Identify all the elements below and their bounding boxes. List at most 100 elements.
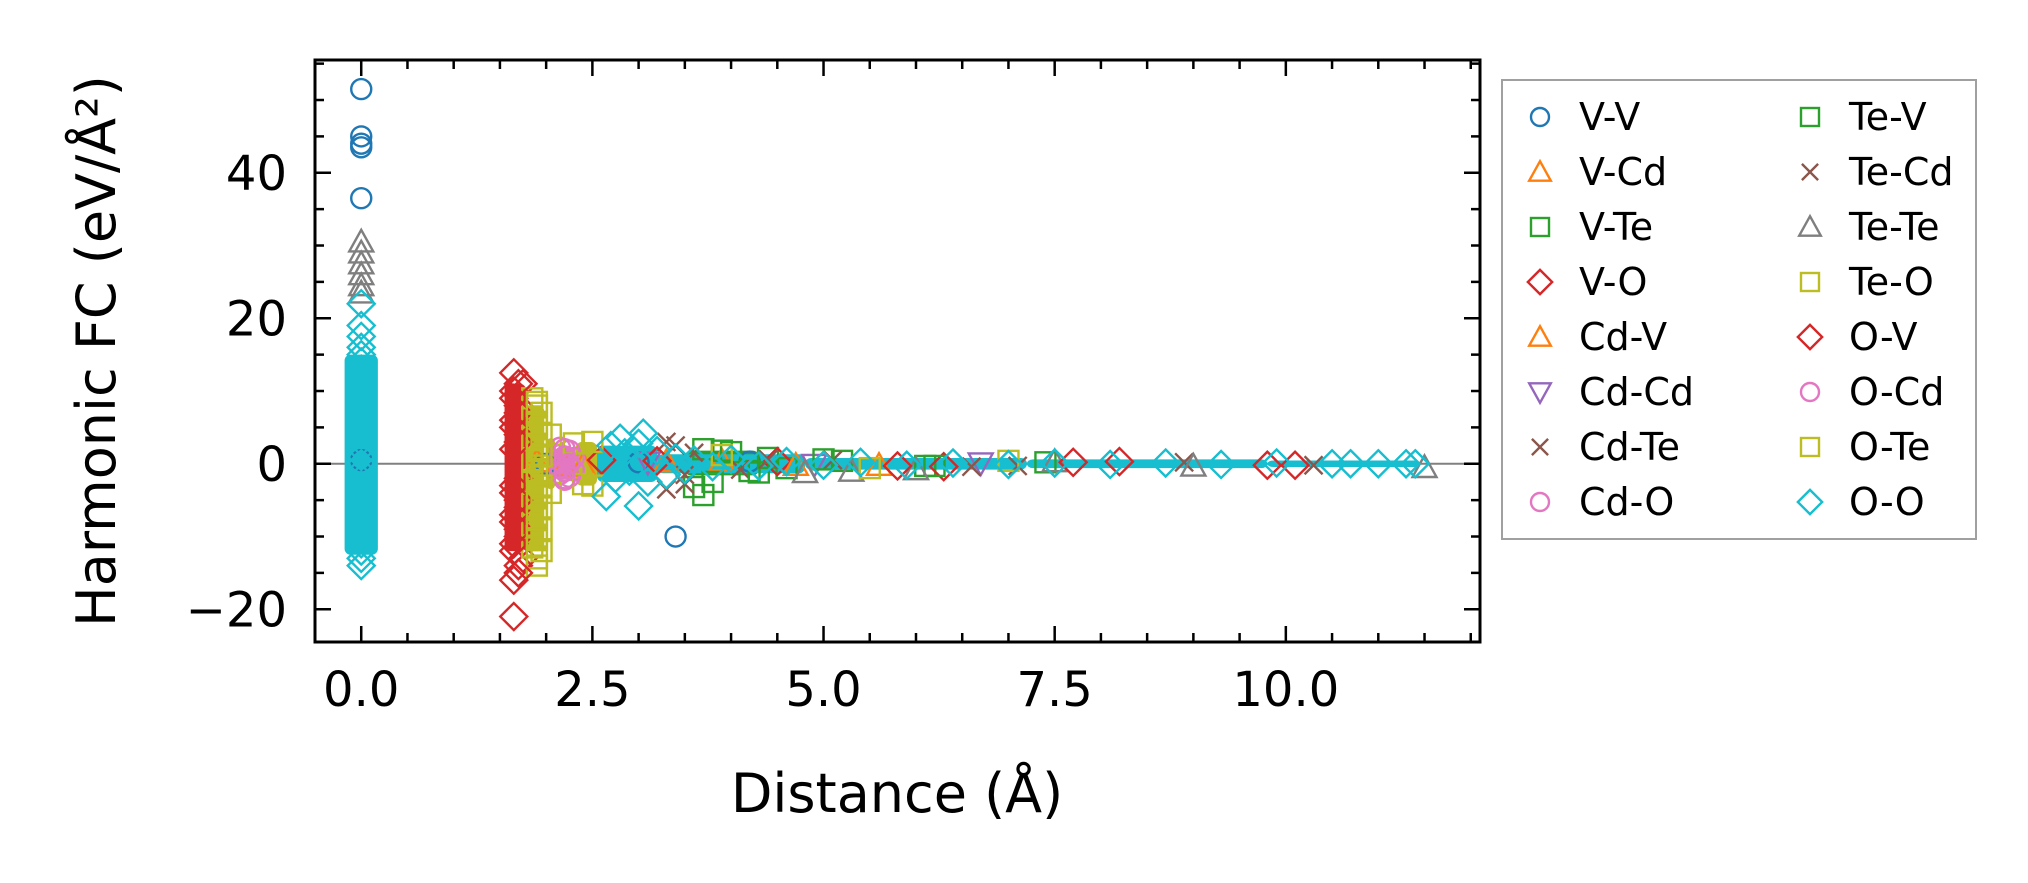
- data-point: [346, 543, 377, 574]
- data-point: [882, 450, 913, 482]
- data-point: [346, 332, 377, 363]
- data-point: [937, 447, 969, 479]
- data-point: [346, 390, 377, 421]
- data-point: [346, 499, 377, 530]
- x-tick-label: 10.0: [1232, 662, 1339, 718]
- legend-item-cd-te: Cd-Te: [1531, 425, 1680, 469]
- legend-marker: [1796, 488, 1824, 516]
- data-point: [347, 278, 376, 304]
- data-point: [498, 470, 529, 501]
- data-point: [346, 521, 377, 552]
- data-point: [1252, 450, 1283, 481]
- legend-item-te-v: Te-V: [1799, 95, 1927, 139]
- data-point: [346, 441, 377, 472]
- legend-label: Cd-V: [1579, 315, 1667, 359]
- data-point: [346, 361, 377, 392]
- data-point: [1205, 449, 1237, 480]
- y-tick-label: −20: [186, 582, 287, 638]
- data-point: [595, 430, 627, 461]
- legend-frame: [1501, 79, 1977, 540]
- data-point: [346, 339, 377, 370]
- data-point: [525, 554, 549, 577]
- data-point: [498, 499, 529, 530]
- data-point: [692, 438, 715, 461]
- legend-marker: [1527, 158, 1553, 182]
- legend-label: V-Cd: [1579, 150, 1667, 194]
- data-point: [845, 447, 876, 478]
- legend-item-v-o: V-O: [1526, 260, 1647, 304]
- data-point: [346, 492, 377, 523]
- y-axis-ticks: −20 0 20 40: [186, 62, 1480, 638]
- data-point: [1400, 448, 1431, 479]
- data-point: [346, 463, 377, 494]
- x-tick-label: 7.5: [1017, 662, 1093, 718]
- data-point: [623, 490, 654, 522]
- data-point: [498, 383, 529, 414]
- legend-item-te-o: Te-O: [1799, 260, 1934, 304]
- data-point: [498, 564, 529, 596]
- data-point: [346, 310, 377, 341]
- data-point: [530, 445, 553, 468]
- data-point: [346, 353, 377, 385]
- scatter-markers: [346, 77, 1439, 632]
- legend: V-V V-Cd V-Te V-O Cd-V Cd-Cd Cd-Te Cd-O Te-V Te-C…: [1501, 79, 1977, 540]
- y-tick-label: 40: [226, 146, 287, 202]
- data-point: [347, 260, 376, 286]
- legend-marker: [1799, 436, 1821, 458]
- data-point: [812, 448, 835, 471]
- data-point: [758, 449, 778, 470]
- data-point: [609, 437, 640, 469]
- data-point: [346, 397, 377, 429]
- data-point: [553, 467, 576, 490]
- data-point: [1039, 447, 1070, 479]
- legend-item-cd-cd: Cd-Cd: [1527, 370, 1694, 414]
- data-point: [1390, 448, 1422, 479]
- data-point: [1174, 452, 1194, 473]
- legend-label: Te-Te: [1848, 205, 1940, 249]
- legend-marker: [1799, 271, 1821, 293]
- x-tick-label: 0.0: [323, 662, 399, 718]
- legend-label: Cd-O: [1579, 480, 1674, 524]
- data-point: [350, 125, 373, 148]
- data-point: [1363, 448, 1394, 479]
- data-point: [928, 451, 959, 482]
- data-point: [678, 444, 710, 476]
- legend-marker: [1531, 438, 1549, 456]
- data-point: [346, 346, 377, 378]
- data-point: [1261, 447, 1292, 479]
- data-point: [346, 528, 377, 559]
- plot-area: 0.0 2.5 5.0 7.5 10.0 −20 0 20 40: [186, 58, 1482, 718]
- data-point: [503, 557, 534, 589]
- data-point: [558, 452, 581, 475]
- data-point: [498, 412, 529, 443]
- data-point: [762, 446, 793, 477]
- data-point: [660, 442, 691, 474]
- legend-marker: [1529, 216, 1551, 238]
- data-point: [771, 446, 802, 477]
- data-point: [346, 514, 377, 545]
- legend-label: Cd-Cd: [1579, 370, 1694, 414]
- data-point: [346, 368, 377, 399]
- y-axis-label: Harmonic FC (eV/Å²): [64, 75, 128, 627]
- x-tick-label: 2.5: [554, 662, 630, 718]
- data-point: [1335, 448, 1366, 479]
- legend-label: Cd-Te: [1579, 425, 1680, 469]
- legend-label: Te-V: [1848, 95, 1927, 139]
- data-point: [614, 455, 645, 487]
- series-o-o: [346, 288, 1431, 581]
- data-point: [346, 288, 377, 319]
- data-point: [715, 444, 747, 475]
- data-point: [346, 448, 377, 479]
- legend-item-o-v: O-V: [1796, 315, 1917, 359]
- data-point: [641, 435, 673, 466]
- legend-label: O-Cd: [1849, 370, 1944, 414]
- data-point: [1303, 455, 1324, 476]
- legend-label: O-V: [1849, 315, 1917, 359]
- data-point: [669, 454, 701, 485]
- data-point: [498, 528, 529, 559]
- data-point: [837, 456, 866, 482]
- data-point: [628, 418, 659, 449]
- data-point: [346, 506, 377, 538]
- legend-item-o-te: O-Te: [1799, 425, 1930, 469]
